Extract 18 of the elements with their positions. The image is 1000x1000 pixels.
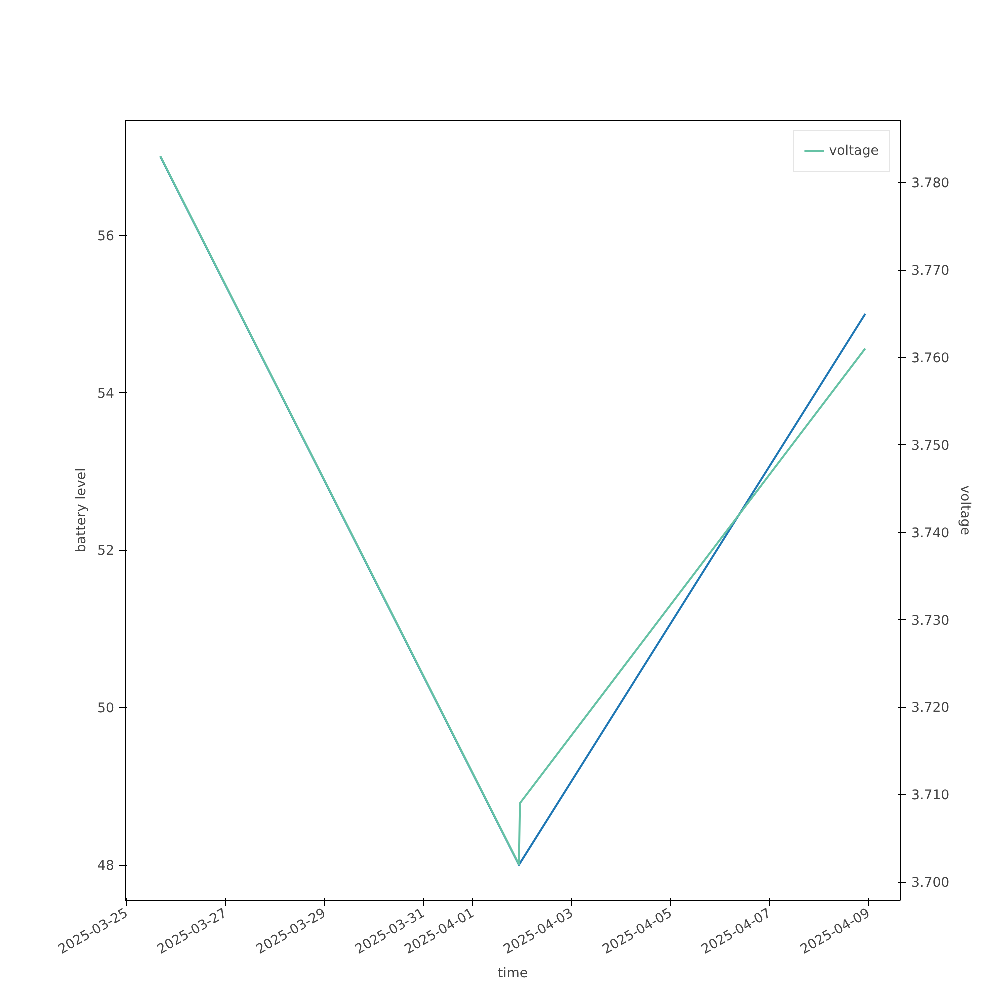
- y-tick-label: 54: [98, 386, 115, 402]
- y2-tick-label: 3.740: [912, 526, 950, 542]
- y-tick-label: 48: [98, 859, 115, 874]
- y-tick-label: 50: [98, 702, 115, 717]
- y2-tick-label: 3.770: [912, 264, 950, 280]
- y2-tick-label: 3.750: [912, 438, 950, 454]
- x-axis-title: time: [498, 966, 528, 982]
- y2-axis-title: voltage: [958, 486, 973, 536]
- y2-tick-label: 3.700: [912, 876, 950, 892]
- y2-tick-label: 3.730: [912, 614, 950, 629]
- y-axis-title: battery level: [74, 468, 90, 553]
- y2-tick-label: 3.780: [912, 176, 950, 192]
- legend-label: voltage: [829, 144, 879, 158]
- y2-tick-label: 3.760: [912, 351, 950, 366]
- y-tick-label: 56: [98, 229, 115, 244]
- y2-tick-label: 3.720: [912, 701, 950, 716]
- y-tick-label: 52: [98, 544, 115, 560]
- y2-tick-label: 3.710: [912, 788, 950, 804]
